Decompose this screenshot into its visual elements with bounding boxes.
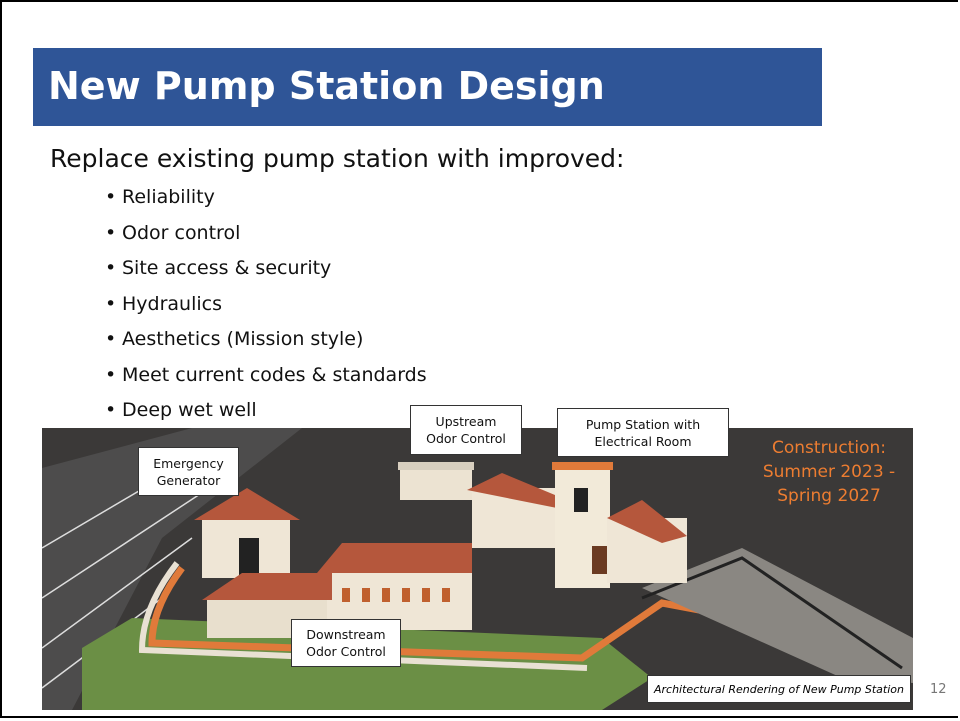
bullet-text: Odor control xyxy=(122,222,240,244)
title-bar: New Pump Station Design xyxy=(33,48,822,126)
bullet-item: •Site access & security xyxy=(105,257,331,279)
bullet-item: •Deep wet well xyxy=(105,399,257,421)
label-line: Electrical Room xyxy=(558,433,728,450)
slide-page: New Pump Station Design Replace existing… xyxy=(0,0,960,721)
bullet-text: Reliability xyxy=(122,186,215,208)
bullet-dot: • xyxy=(105,364,122,386)
bullet-dot: • xyxy=(105,328,122,350)
label-line: Emergency xyxy=(139,455,238,472)
construction-dates: Construction:Summer 2023 -Spring 2027 xyxy=(739,436,919,508)
bullet-item: •Meet current codes & standards xyxy=(105,364,427,386)
construction-line: Construction: xyxy=(739,436,919,460)
image-caption: Architectural Rendering of New Pump Stat… xyxy=(647,675,911,703)
bullet-dot: • xyxy=(105,186,122,208)
bullet-text: Deep wet well xyxy=(122,399,257,421)
bullet-text: Aesthetics (Mission style) xyxy=(122,328,363,350)
bullet-text: Site access & security xyxy=(122,257,331,279)
bullet-item: •Aesthetics (Mission style) xyxy=(105,328,363,350)
bullet-dot: • xyxy=(105,222,122,244)
bullet-item: •Hydraulics xyxy=(105,293,222,315)
label-line: Pump Station with xyxy=(558,416,728,433)
intro-text: Replace existing pump station with impro… xyxy=(50,144,624,173)
label-line: Upstream xyxy=(411,413,521,430)
bullet-dot: • xyxy=(105,399,122,421)
slide-title: New Pump Station Design xyxy=(48,64,605,108)
bullet-item: •Odor control xyxy=(105,222,240,244)
bullet-text: Meet current codes & standards xyxy=(122,364,427,386)
label-line: Downstream xyxy=(292,626,400,643)
label-line: Generator xyxy=(139,472,238,489)
construction-line: Summer 2023 - xyxy=(739,460,919,484)
bullet-dot: • xyxy=(105,257,122,279)
page-number: 12 xyxy=(930,682,947,697)
label-line: Odor Control xyxy=(292,643,400,660)
construction-line: Spring 2027 xyxy=(739,484,919,508)
bullet-item: •Reliability xyxy=(105,186,215,208)
bullet-text: Hydraulics xyxy=(122,293,222,315)
bullet-dot: • xyxy=(105,293,122,315)
label-line: Odor Control xyxy=(411,430,521,447)
